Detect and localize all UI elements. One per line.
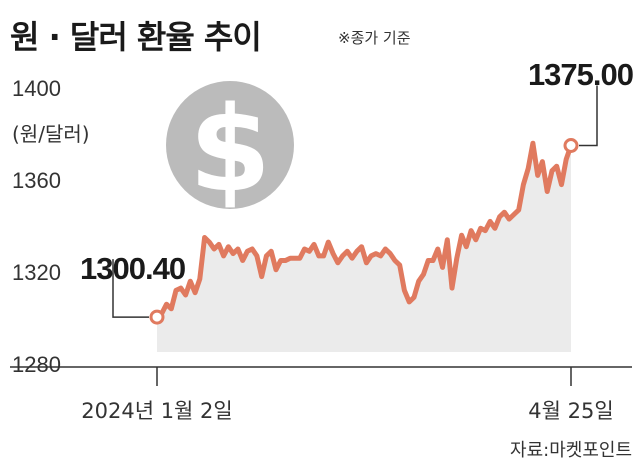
dollar-coin-icon: $: [166, 80, 294, 218]
series-area: [157, 143, 571, 352]
y-axis-unit-label: (원/달러): [12, 122, 90, 146]
series-line: [154, 140, 574, 320]
end-value-label: 1375.00: [528, 57, 633, 92]
start-value-label: 1300.40: [80, 251, 185, 286]
y-tick-label: 1400: [12, 76, 61, 101]
x-tick-label: 2024년 1월 2일: [81, 399, 232, 423]
start-callout-line: [112, 259, 149, 318]
chart-title: 원 · 달러 환율 추이: [10, 18, 262, 56]
svg-text:$: $: [189, 80, 271, 218]
end-point: [563, 138, 579, 153]
source-note: 자료:마켓포인트: [510, 440, 632, 461]
y-tick-label: 1320: [12, 260, 61, 285]
chart-subtitle: ※종가 기준: [338, 29, 411, 47]
y-tick-label: 1360: [12, 168, 61, 193]
x-tick-label: 4월 25일: [528, 399, 613, 423]
y-tick-label: 1280: [12, 352, 61, 377]
end-callout-line: [579, 85, 598, 147]
start-point: [149, 309, 165, 325]
